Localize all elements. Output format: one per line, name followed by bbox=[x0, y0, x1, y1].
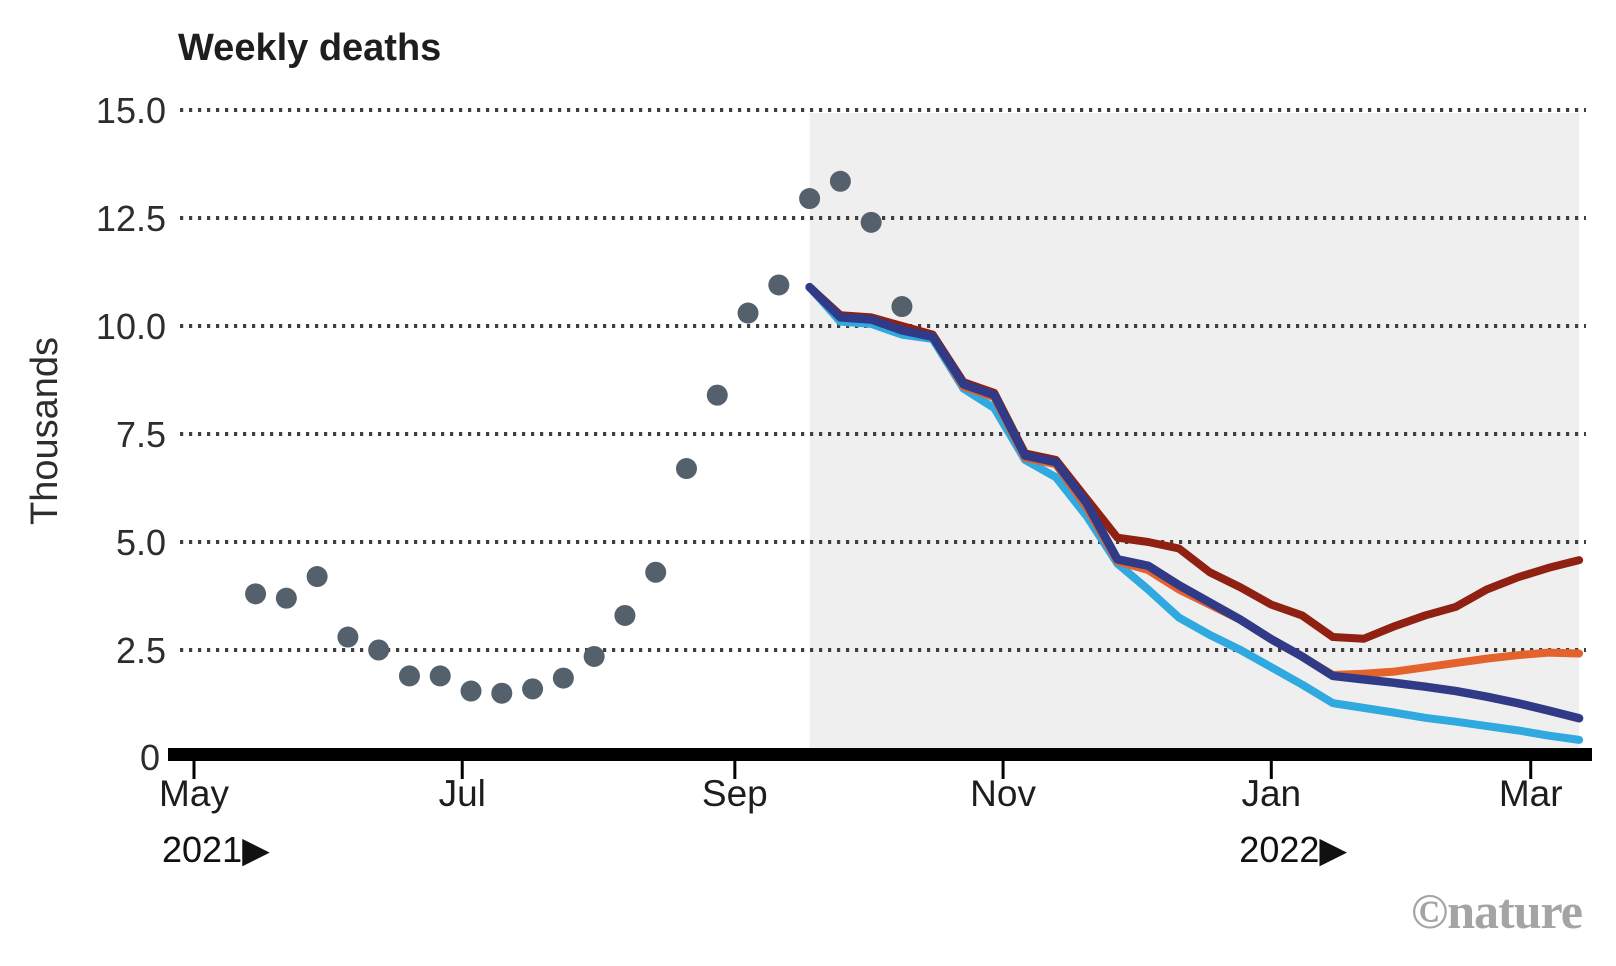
year-label-2022: 2022▶ bbox=[1239, 829, 1347, 870]
observed-dot bbox=[706, 384, 728, 406]
y-tick-label-zero: 0 bbox=[140, 737, 160, 778]
y-tick-label: 5.0 bbox=[116, 522, 166, 563]
observed-dot bbox=[675, 458, 697, 480]
gridline-layer: 15.0 12.5 10.0 7.5 5.0 2.5 0 bbox=[96, 90, 1586, 778]
observed-dot bbox=[275, 587, 297, 609]
y-tick-label: 2.5 bbox=[116, 630, 166, 671]
observed-dot bbox=[829, 170, 851, 192]
forecast-shaded-region bbox=[809, 113, 1580, 748]
year-label-2021: 2021▶ bbox=[162, 829, 270, 870]
axis-layer: May 2021▶ Jul Sep Nov Jan 2022▶ Mar bbox=[159, 748, 1592, 870]
observed-dot bbox=[491, 682, 513, 704]
observed-dot bbox=[522, 678, 544, 700]
observed-dot bbox=[429, 665, 451, 687]
y-tick-label: 12.5 bbox=[96, 198, 166, 239]
observed-dot bbox=[799, 188, 821, 210]
observed-dot bbox=[552, 667, 574, 689]
chart-title: Weekly deaths bbox=[178, 27, 441, 69]
observed-dot bbox=[645, 561, 667, 583]
observed-dot bbox=[337, 626, 359, 648]
x-tick-label-Sep: Sep bbox=[702, 773, 768, 814]
observed-dot bbox=[737, 302, 759, 324]
forecast-region-layer bbox=[809, 113, 1580, 748]
projection-line-navy bbox=[805, 282, 1584, 723]
observed-dot bbox=[245, 583, 267, 605]
y-tick-label: 10.0 bbox=[96, 306, 166, 347]
x-tick-label-Nov: Nov bbox=[970, 773, 1036, 814]
observed-dot bbox=[368, 639, 390, 661]
x-axis-bar bbox=[168, 748, 1592, 761]
observed-dot bbox=[891, 296, 913, 318]
x-tick-label-Mar: Mar bbox=[1499, 773, 1563, 814]
observed-dots-layer bbox=[245, 170, 913, 704]
x-tick-label-Jan: Jan bbox=[1241, 773, 1301, 814]
observed-dot bbox=[614, 604, 636, 626]
projection-lines-layer bbox=[805, 282, 1584, 744]
observed-dot bbox=[768, 274, 790, 296]
y-axis-title: Thousands bbox=[24, 337, 66, 525]
observed-dot bbox=[306, 566, 328, 588]
y-tick-label: 7.5 bbox=[116, 414, 166, 455]
observed-dot bbox=[460, 680, 482, 702]
y-tick-label: 15.0 bbox=[96, 90, 166, 131]
observed-dot bbox=[860, 211, 882, 233]
observed-dot bbox=[398, 665, 420, 687]
nature-watermark: ©nature bbox=[1411, 883, 1582, 939]
x-tick-label-May: May bbox=[159, 773, 229, 814]
x-tick-label-Jul: Jul bbox=[439, 773, 486, 814]
observed-dot bbox=[583, 645, 605, 667]
